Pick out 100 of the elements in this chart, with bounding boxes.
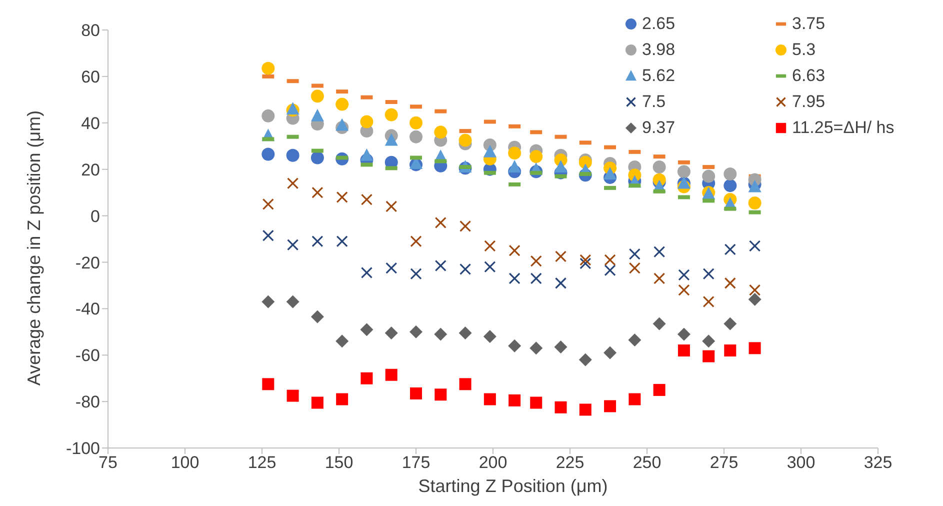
point <box>262 295 275 308</box>
x-tick-label: 325 <box>864 453 892 472</box>
point <box>724 317 737 330</box>
point <box>286 295 300 308</box>
point <box>702 268 714 280</box>
y-tick-label: -20 <box>75 253 100 272</box>
point <box>749 284 761 296</box>
point <box>508 146 522 160</box>
point <box>434 328 448 341</box>
point <box>652 160 666 174</box>
point <box>530 342 543 355</box>
legend-label: 3.98 <box>642 40 676 59</box>
point <box>724 344 736 356</box>
x-tick-label: 100 <box>170 453 200 472</box>
point <box>554 250 567 262</box>
point <box>508 244 520 256</box>
point <box>360 115 374 128</box>
point <box>311 396 324 409</box>
point <box>702 350 715 362</box>
y-tick-label: -60 <box>75 346 100 366</box>
point <box>310 108 324 122</box>
legend-label: 3.75 <box>792 14 826 33</box>
legend-label: 7.95 <box>792 92 826 111</box>
point <box>286 102 300 114</box>
point <box>724 277 736 289</box>
point <box>628 248 640 260</box>
legend-label: 6.63 <box>792 66 826 85</box>
x-tick-label: 150 <box>324 453 354 472</box>
x-tick-label: 175 <box>402 453 430 472</box>
point <box>724 167 737 180</box>
x-tick-label: 225 <box>556 453 584 472</box>
point <box>530 396 542 409</box>
point <box>262 378 274 390</box>
point <box>580 254 592 266</box>
point <box>287 177 299 190</box>
point <box>262 109 275 122</box>
legend-label: 9.37 <box>642 118 676 137</box>
point <box>336 393 348 406</box>
point <box>724 179 737 192</box>
point <box>678 344 690 356</box>
point <box>652 317 666 330</box>
point <box>654 246 666 258</box>
point <box>459 263 472 275</box>
point <box>286 148 300 162</box>
y-axis-title: Average change in Z position (μm) <box>24 110 44 386</box>
legend-label: 7.5 <box>642 92 666 111</box>
y-tick-label: 20 <box>81 160 100 180</box>
point <box>336 236 348 248</box>
legend-label: 5.62 <box>642 66 676 85</box>
point <box>360 323 374 336</box>
x-tick-label: 300 <box>786 453 816 472</box>
point <box>286 390 299 402</box>
y-tick-label: 40 <box>81 114 100 133</box>
point <box>554 277 567 289</box>
point <box>554 401 567 414</box>
x-tick-label: 275 <box>710 453 738 472</box>
point <box>287 239 299 251</box>
point <box>386 262 398 274</box>
point <box>386 200 398 212</box>
point <box>702 296 714 308</box>
point <box>508 272 520 284</box>
point <box>410 268 422 280</box>
point <box>483 330 496 344</box>
point <box>336 118 349 131</box>
point <box>628 393 641 406</box>
point <box>508 339 522 352</box>
y-tick-label: 80 <box>81 21 100 40</box>
point <box>604 400 616 412</box>
point <box>677 328 690 341</box>
point <box>312 186 324 198</box>
point <box>578 353 592 366</box>
point <box>410 236 422 248</box>
x-axis-title: Starting Z Position (μm) <box>418 476 608 496</box>
point <box>580 258 592 270</box>
y-tick-label: -40 <box>75 300 100 319</box>
point <box>458 326 472 340</box>
point <box>484 261 496 273</box>
point <box>410 130 422 144</box>
point <box>262 198 274 210</box>
point <box>360 372 373 384</box>
legend-label: 2.65 <box>642 14 676 33</box>
point <box>459 378 472 390</box>
point <box>483 144 496 158</box>
point <box>262 230 274 242</box>
point <box>554 160 568 173</box>
point <box>434 388 447 401</box>
point <box>360 266 373 278</box>
point <box>654 272 666 284</box>
y-tick-label: -100 <box>66 439 100 458</box>
point <box>508 160 522 173</box>
x-tick-label: 75 <box>98 453 118 472</box>
point <box>628 334 642 347</box>
point <box>530 272 542 284</box>
point <box>604 264 616 276</box>
y-tick-label: 0 <box>90 206 100 226</box>
x-tick-label: 200 <box>478 453 508 472</box>
y-tick-label: -80 <box>75 392 100 412</box>
point <box>530 150 543 164</box>
point <box>653 384 666 396</box>
point <box>628 262 640 274</box>
